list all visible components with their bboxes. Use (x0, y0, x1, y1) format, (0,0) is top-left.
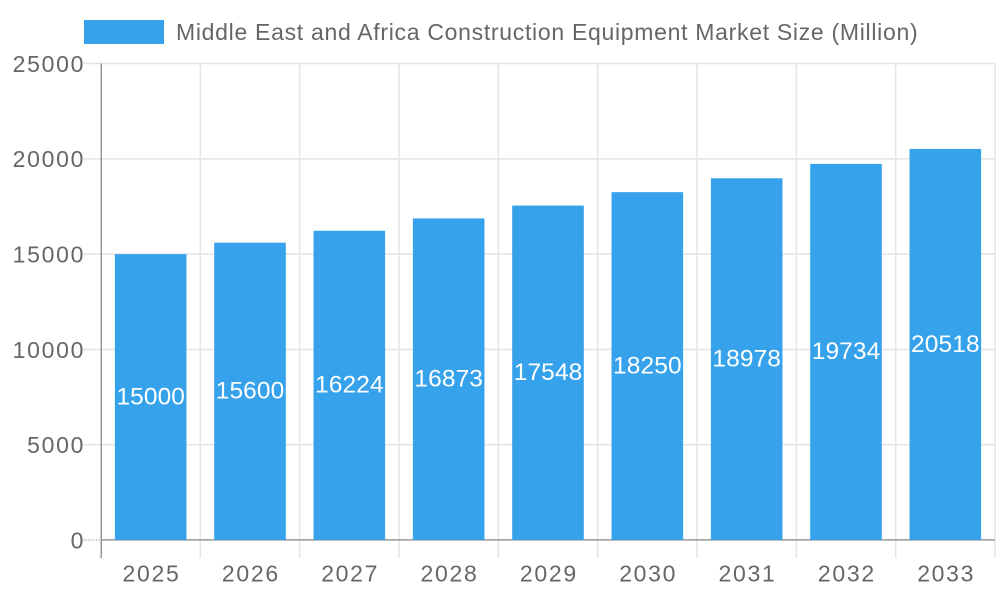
svg-text:2033: 2033 (917, 561, 975, 587)
svg-text:16873: 16873 (414, 366, 483, 393)
svg-text:19734: 19734 (812, 338, 881, 365)
svg-text:Middle East and Africa Constru: Middle East and Africa Construction Equi… (176, 19, 918, 45)
svg-text:2031: 2031 (719, 561, 777, 587)
svg-text:18250: 18250 (613, 352, 682, 379)
svg-text:2032: 2032 (818, 561, 876, 587)
svg-text:18978: 18978 (712, 345, 781, 372)
svg-text:5000: 5000 (27, 432, 85, 458)
svg-text:25000: 25000 (13, 51, 85, 77)
svg-text:15600: 15600 (216, 378, 285, 405)
svg-text:0: 0 (71, 527, 86, 553)
svg-text:2026: 2026 (222, 561, 280, 587)
svg-text:20000: 20000 (13, 146, 85, 172)
svg-text:15000: 15000 (13, 241, 85, 267)
svg-text:2027: 2027 (321, 561, 379, 587)
svg-text:2025: 2025 (123, 561, 181, 587)
svg-text:20518: 20518 (911, 331, 980, 358)
svg-text:16224: 16224 (315, 372, 384, 399)
svg-text:2028: 2028 (421, 561, 479, 587)
svg-text:10000: 10000 (13, 337, 85, 363)
svg-text:15000: 15000 (116, 383, 185, 410)
svg-text:17548: 17548 (514, 359, 583, 386)
svg-text:2029: 2029 (520, 561, 578, 587)
svg-text:2030: 2030 (619, 561, 677, 587)
